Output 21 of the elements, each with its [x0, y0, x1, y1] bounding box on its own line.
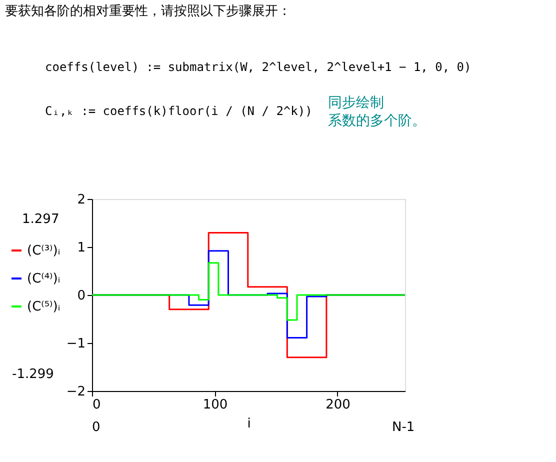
- text: -1.299: [12, 367, 54, 382]
- text: coeffs(level) := submatrix(W, 2^level, 2^level+1 − 1, 0, 0): [45, 60, 472, 74]
- y-tick-label: 1: [77, 240, 86, 256]
- y-tick-label: 0: [77, 288, 86, 304]
- y-tick-label: −1: [66, 336, 86, 352]
- text: 系数的多个阶。: [328, 113, 426, 129]
- x-tick-label: 200: [326, 398, 350, 412]
- chart-title: 要获知各阶的相对重要性，请按照以下步骤展开：: [5, 4, 291, 19]
- text: 1.297: [22, 212, 60, 227]
- text: 0: [92, 420, 100, 435]
- legend-label: (C⁽³⁾)ᵢ: [27, 244, 60, 258]
- x-axis-title: i: [247, 416, 251, 432]
- legend-label: (C⁽⁴⁾)ᵢ: [27, 272, 60, 286]
- y-tick-label: −2: [66, 384, 86, 400]
- legend-label: (C⁽⁵⁾)ᵢ: [27, 300, 60, 314]
- x-tick-label: 100: [202, 398, 228, 412]
- text: Cᵢ,ₖ := coeffs(k)floor(i / (N / 2^k)): [45, 104, 312, 118]
- text: N-1: [392, 420, 415, 435]
- y-tick-label: 2: [77, 192, 86, 208]
- x-tick-label: 0: [92, 398, 101, 412]
- text: 同步绘制: [328, 95, 384, 111]
